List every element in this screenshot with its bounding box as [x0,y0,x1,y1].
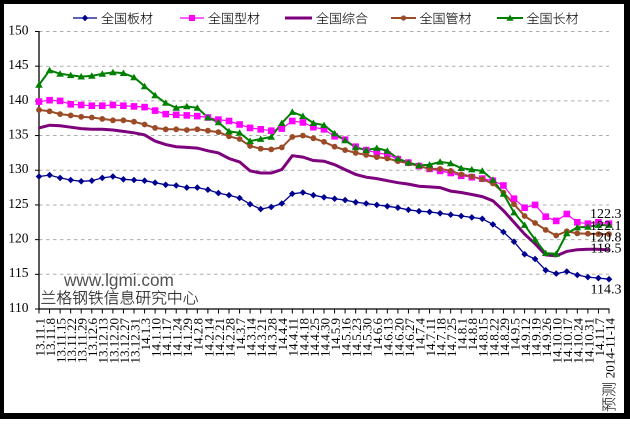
svg-text:14.9.5: 14.9.5 [507,318,522,351]
svg-text:14.6.20: 14.6.20 [391,318,406,357]
svg-text:14.5.9: 14.5.9 [328,318,343,351]
svg-text:14.6.6: 14.6.6 [370,318,385,351]
svg-text:13.12.31: 13.12.31 [127,318,142,364]
svg-text:14.6.13: 14.6.13 [381,318,396,357]
svg-text:110: 110 [9,300,29,315]
svg-text:14.11.7: 14.11.7 [592,318,607,357]
svg-text:14.8.8: 14.8.8 [465,318,480,351]
svg-text:13.12.6: 13.12.6 [85,318,100,358]
svg-text:14.10.31: 14.10.31 [581,318,596,364]
svg-text:14.5.23: 14.5.23 [349,318,364,357]
svg-text:14.4.11: 14.4.11 [286,318,301,357]
svg-text:14.2.14: 14.2.14 [201,318,216,358]
svg-text:14.4.4: 14.4.4 [275,318,290,351]
svg-text:14.4.30: 14.4.30 [317,318,332,357]
svg-text:13.11.8: 13.11.8 [43,318,58,357]
svg-text:14.2.28: 14.2.28 [222,318,237,357]
svg-text:14.3.7: 14.3.7 [233,318,248,351]
svg-text:13.11.15: 13.11.15 [54,318,69,363]
svg-text:13.12.27: 13.12.27 [117,318,132,364]
svg-text:135: 135 [8,126,29,141]
svg-text:14.9.19: 14.9.19 [529,318,544,357]
svg-text:14.10.24: 14.10.24 [571,318,586,364]
svg-text:2014-11-14: 2014-11-14 [602,318,617,379]
svg-text:150: 150 [8,22,29,37]
svg-text:14.8.29: 14.8.29 [497,318,512,357]
svg-text:115: 115 [9,265,29,280]
svg-text:14.4.18: 14.4.18 [296,318,311,357]
svg-text:114.3: 114.3 [591,282,622,297]
svg-text:14.7.25: 14.7.25 [444,318,459,357]
svg-text:14.9.12: 14.9.12 [518,318,533,357]
svg-text:14.7.11: 14.7.11 [423,318,438,357]
svg-text:14.2.8: 14.2.8 [191,318,206,351]
svg-text:14.1.29: 14.1.29 [180,318,195,357]
svg-text:14.8.15: 14.8.15 [476,318,491,357]
svg-text:14.3.28: 14.3.28 [265,318,280,357]
svg-text:www.lgmi.com: www.lgmi.com [63,270,174,290]
svg-text:13.12.13: 13.12.13 [96,318,111,364]
svg-text:13.11.22: 13.11.22 [64,318,79,363]
svg-text:14.2.21: 14.2.21 [212,318,227,357]
svg-text:14.1.24: 14.1.24 [170,318,185,358]
svg-text:122.1: 122.1 [590,219,622,234]
svg-text:14.1.10: 14.1.10 [149,318,164,357]
svg-text:14.5.30: 14.5.30 [360,318,375,357]
svg-text:125: 125 [8,196,29,211]
svg-text:14.4.25: 14.4.25 [307,318,322,357]
svg-text:130: 130 [8,161,29,176]
svg-text:14.1.3: 14.1.3 [138,318,153,351]
svg-text:14.6.27: 14.6.27 [402,318,417,358]
svg-text:13.11.29: 13.11.29 [75,318,90,363]
svg-text:14.3.21: 14.3.21 [254,318,269,357]
svg-text:14.10.17: 14.10.17 [560,318,575,364]
svg-text:14.7.18: 14.7.18 [434,318,449,357]
svg-text:120.8: 120.8 [590,231,622,246]
svg-text:13.11.1: 13.11.1 [32,318,47,357]
svg-text:14.1.17: 14.1.17 [159,318,174,358]
svg-text:120: 120 [8,231,29,246]
svg-text:122.3: 122.3 [590,207,622,222]
svg-text:14.8.22: 14.8.22 [486,318,501,357]
svg-text:14.5.16: 14.5.16 [339,318,354,358]
svg-text:14.10.10: 14.10.10 [550,318,565,364]
svg-text:118.5: 118.5 [591,242,622,257]
svg-text:14.7.4: 14.7.4 [412,318,427,351]
svg-text:14.8.1: 14.8.1 [455,318,470,351]
svg-text:14.3.14: 14.3.14 [244,318,259,358]
svg-text:140: 140 [8,92,29,107]
svg-text:145: 145 [8,57,29,72]
svg-text:13.12.20: 13.12.20 [106,318,121,364]
svg-text:14.9.26: 14.9.26 [539,318,554,358]
